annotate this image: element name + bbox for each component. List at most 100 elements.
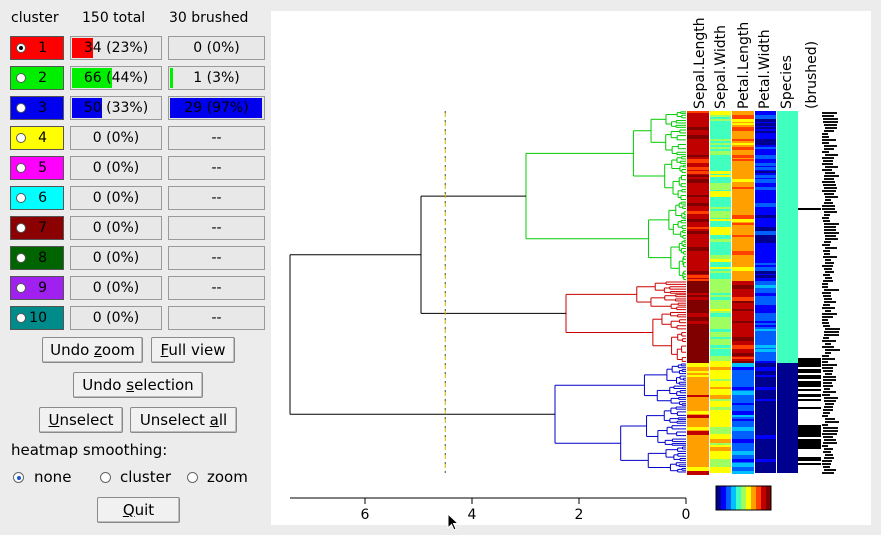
cluster-radio[interactable] <box>16 253 26 263</box>
leaf-label-glyph <box>825 235 836 237</box>
heatmap-cell <box>755 127 776 129</box>
heatmap-cell <box>710 191 731 195</box>
cluster-brushed-cell: 0 (0%) <box>168 36 265 60</box>
cluster-swatch-6[interactable]: 6 <box>10 186 64 210</box>
cluster-swatch-7[interactable]: 7 <box>10 216 64 240</box>
heatmap-cell <box>755 203 776 207</box>
color-legend-swatch <box>761 486 766 510</box>
leaf-label-glyph <box>824 229 836 231</box>
unselect-button[interactable]: Unselect <box>39 407 123 433</box>
leaf-label-glyph <box>822 139 836 141</box>
smoothing-zoom-radio[interactable] <box>187 472 198 483</box>
leaf-label-glyph <box>824 331 839 333</box>
brushed-mark <box>798 394 821 397</box>
cluster-swatch-2[interactable]: 2 <box>10 66 64 90</box>
heatmap-cell <box>710 345 731 348</box>
cluster-radio[interactable] <box>16 193 26 203</box>
unselect-all-button[interactable]: Unselect all <box>130 407 237 433</box>
cluster-total-cell: 0 (0%) <box>70 186 162 210</box>
leaf-label-glyph <box>824 202 833 204</box>
cluster-brushed-cell: -- <box>168 186 265 210</box>
full-view-button[interactable]: Full view <box>151 337 235 363</box>
leaf-label-glyph <box>823 121 838 123</box>
heatmap-cell <box>755 423 776 425</box>
leaf-label-glyph <box>824 214 830 216</box>
smoothing-zoom-label: zoom <box>207 468 248 486</box>
heatmap-column-label: Species <box>779 55 795 109</box>
leaf-label-glyph <box>823 325 830 327</box>
cluster-radio[interactable] <box>16 73 26 83</box>
leaf-label-glyph <box>822 190 836 192</box>
cluster-swatch-8[interactable]: 8 <box>10 246 64 270</box>
cluster-radio[interactable] <box>16 163 26 173</box>
heatmap-cell <box>755 119 776 122</box>
cluster-swatch-1[interactable]: 1 <box>10 36 64 60</box>
undo-zoom-button[interactable]: Undo zoom <box>42 337 143 363</box>
heatmap-cell <box>755 275 776 278</box>
cluster-radio[interactable] <box>16 43 26 53</box>
leaf-label-glyph <box>824 439 836 441</box>
cluster-swatch-9[interactable]: 9 <box>10 276 64 300</box>
heatmap-cell <box>687 467 709 471</box>
brushed-text: 0 (0%) <box>193 40 240 56</box>
heatmap-cell <box>732 219 754 222</box>
leaf-label-glyph <box>823 466 830 468</box>
brushed-mark <box>798 389 821 391</box>
heatmap-cell <box>732 357 754 359</box>
heatmap-cell <box>710 227 731 231</box>
cluster-radio[interactable] <box>16 283 26 293</box>
cluster-swatch-5[interactable]: 5 <box>10 156 64 180</box>
quit-button[interactable]: Quit <box>97 497 180 523</box>
dendrogram-heatmap[interactable]: Sepal.Length Sepal.Width Petal.Length Petal… <box>271 11 871 525</box>
leaf-label-glyph <box>823 379 836 381</box>
cluster-radio[interactable] <box>16 103 26 113</box>
x-axis-tick-label: 0 <box>682 507 691 523</box>
heatmap-cell <box>732 471 754 474</box>
total-text: 0 (0%) <box>92 250 140 266</box>
brushed-bar <box>170 98 263 118</box>
leaf-label-glyph <box>822 340 836 342</box>
cluster-brushed-cell: -- <box>168 126 265 150</box>
cluster-brushed-cell: -- <box>168 216 265 240</box>
cluster-swatch-10[interactable]: 10 <box>10 306 64 330</box>
heatmap-cell <box>710 407 731 410</box>
leaf-label-glyph <box>823 337 829 339</box>
heatmap-cell <box>755 143 776 145</box>
leaf-label-glyph <box>823 295 831 297</box>
brushed-text: 1 (3%) <box>193 70 240 86</box>
undo-selection-button[interactable]: Undo selection <box>73 372 203 398</box>
leaf-label-glyph <box>823 280 833 282</box>
heatmap-cell <box>687 305 709 308</box>
color-legend-swatch <box>751 486 756 510</box>
heatmap-cell <box>710 215 731 218</box>
leaf-label-glyph <box>822 364 837 366</box>
smoothing-none-radio[interactable] <box>13 472 24 483</box>
cluster-swatch-3[interactable]: 3 <box>10 96 64 120</box>
heatmap-cell <box>710 353 731 356</box>
heatmap-cell <box>732 363 754 367</box>
smoothing-cluster-radio[interactable] <box>100 472 111 483</box>
leaf-label-glyph <box>822 355 829 357</box>
leaf-label-glyph <box>824 301 836 303</box>
heatmap-cell <box>710 207 731 209</box>
heatmap-cell <box>687 333 709 336</box>
cluster-radio[interactable] <box>16 313 26 323</box>
heatmap-cell <box>710 427 731 431</box>
heatmap-cell <box>687 231 709 234</box>
heatmap-cell <box>710 211 731 215</box>
leaf-label-glyph <box>822 181 835 183</box>
cluster-radio[interactable] <box>16 133 26 143</box>
heatmap-cell <box>710 143 731 145</box>
leaf-label-glyph <box>824 226 836 228</box>
cluster-number: 6 <box>38 190 47 206</box>
leaf-label-glyph <box>823 385 833 387</box>
leaf-label-glyph <box>825 166 838 168</box>
leaf-label-glyph <box>822 208 835 210</box>
leaf-label-glyph <box>824 469 836 471</box>
plot-area[interactable]: Sepal.Length Sepal.Width Petal.Length Petal… <box>271 11 871 525</box>
leaf-label-glyph <box>823 442 837 444</box>
heatmap-cell <box>710 443 731 445</box>
cluster-total-cell: 0 (0%) <box>70 276 162 300</box>
cluster-radio[interactable] <box>16 223 26 233</box>
cluster-swatch-4[interactable]: 4 <box>10 126 64 150</box>
